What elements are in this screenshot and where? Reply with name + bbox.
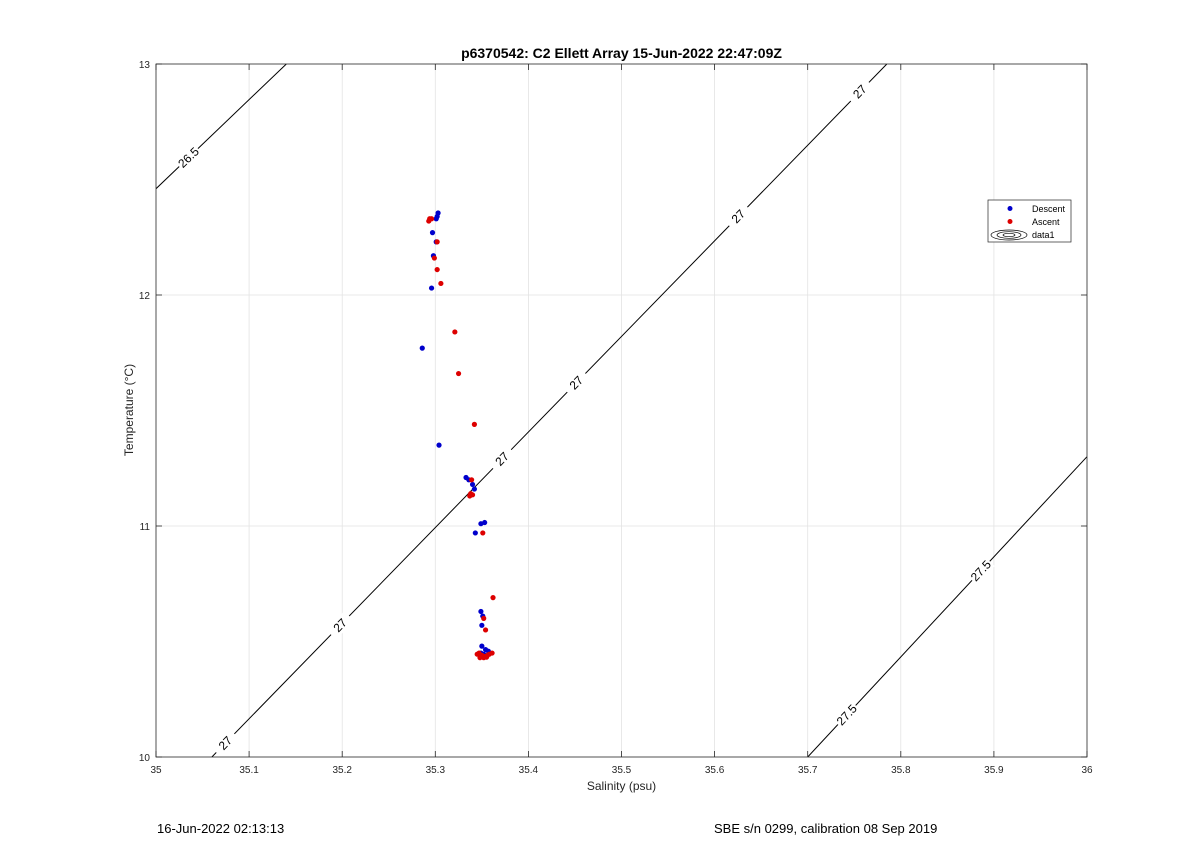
- footer-timestamp: 16-Jun-2022 02:13:13: [157, 821, 285, 836]
- data-point-ascent: [471, 421, 478, 427]
- x-tick-label: 35.7: [798, 765, 818, 776]
- data-point-descent: [469, 481, 476, 488]
- x-tick-label: 35.8: [891, 765, 911, 776]
- isopycnal-label-gap: [211, 728, 240, 757]
- x-tick-label: 35.5: [612, 765, 632, 776]
- x-tick-label: 36: [1081, 765, 1093, 776]
- y-axis-label: Temperature (°C): [122, 364, 136, 456]
- x-tick-label: 35.6: [705, 765, 725, 776]
- axis-ticks: 35 35.1 35.2 35.3 35.4 35.5 35.6 35.7 35.8 35.9 36…: [139, 60, 1093, 776]
- x-tick-label: 35: [150, 765, 162, 776]
- x-tick-label: 35.2: [332, 765, 352, 776]
- isopycnal-label-gap: [724, 202, 753, 231]
- x-tick-label: 35.9: [984, 765, 1004, 776]
- isopycnal-line: [211, 64, 888, 757]
- footer-calibration: SBE s/n 0299, calibration 08 Sep 2019: [714, 821, 938, 836]
- data-point-ascent: [489, 650, 495, 656]
- y-tick-label: 10: [139, 753, 151, 764]
- y-tick-label: 11: [140, 522, 151, 533]
- data-point-ascent: [490, 595, 496, 601]
- data-point-descent: [471, 486, 478, 492]
- data-points: [419, 210, 496, 661]
- y-tick-label: 13: [139, 60, 151, 71]
- data-point-descent: [436, 442, 442, 448]
- x-axis-label: Salinity (psu): [587, 779, 656, 793]
- series-ascent: [426, 216, 496, 661]
- data-point-descent: [472, 530, 478, 536]
- legend-marker-ascent: [1007, 219, 1013, 224]
- isopycnal-label-gap: [488, 444, 517, 474]
- data-point-descent: [479, 622, 485, 628]
- data-point-ascent: [452, 329, 458, 335]
- chart-title: p6370542: C2 Ellett Array 15-Jun-2022 22…: [461, 45, 782, 61]
- legend-label-ascent: Ascent: [1032, 217, 1060, 227]
- legend-label-data1: data1: [1032, 230, 1055, 240]
- grid: [156, 64, 1087, 757]
- data-point-ascent: [434, 239, 440, 245]
- legend: Descent Ascent data1: [987, 199, 1072, 243]
- legend-marker-descent: [1007, 206, 1013, 211]
- isopycnal-label-gap: [966, 556, 995, 586]
- legend-contour-icon: [990, 229, 1028, 241]
- data-point-ascent: [431, 255, 437, 261]
- x-tick-label: 35.4: [519, 765, 539, 776]
- data-point-ascent: [481, 615, 487, 622]
- legend-box: [987, 199, 1072, 243]
- isopycnal-label-gap: [562, 368, 591, 397]
- data-point-ascent: [483, 654, 490, 660]
- data-point-ascent: [477, 655, 483, 661]
- data-point-ascent: [428, 216, 435, 222]
- x-tick-label: 35.1: [239, 765, 259, 776]
- data-point-ascent: [482, 627, 489, 633]
- legend-label-descent: Descent: [1032, 204, 1066, 214]
- isopycnal-label-gap: [174, 143, 203, 172]
- data-point-ascent: [480, 530, 486, 536]
- y-tick-label: 12: [139, 291, 151, 302]
- data-point-ascent: [438, 280, 444, 287]
- isopycnal-label-gap: [832, 700, 861, 730]
- data-point-ascent: [455, 370, 462, 377]
- data-point-descent: [429, 230, 436, 236]
- data-point-descent: [478, 608, 484, 615]
- data-point-ascent: [468, 491, 474, 497]
- data-point-descent: [482, 519, 488, 526]
- data-point-ascent: [434, 266, 440, 273]
- isopycnal-line: [156, 64, 287, 190]
- data-point-descent: [433, 216, 439, 222]
- x-tick-label: 35.3: [426, 765, 446, 776]
- isopycnal-label-gap: [845, 77, 874, 106]
- isopycnal-label-gap: [326, 611, 355, 640]
- data-point-descent: [419, 345, 425, 351]
- data-point-descent: [479, 643, 485, 649]
- data-point-ascent: [474, 651, 480, 657]
- data-point-ascent: [469, 477, 475, 483]
- data-point-descent: [428, 285, 435, 291]
